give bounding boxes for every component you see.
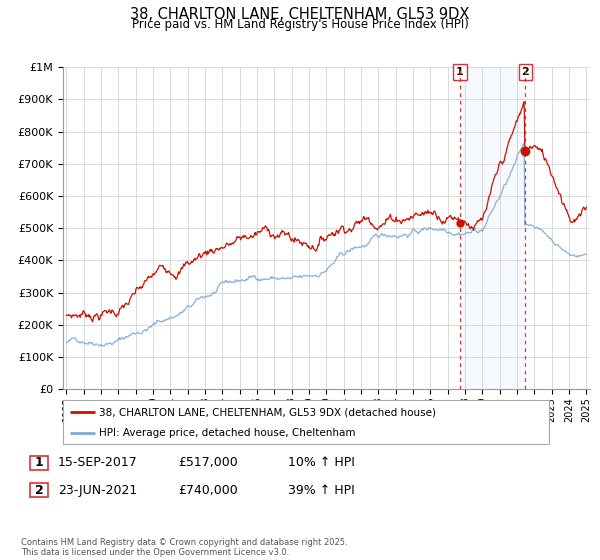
Text: 38, CHARLTON LANE, CHELTENHAM, GL53 9DX: 38, CHARLTON LANE, CHELTENHAM, GL53 9DX (130, 7, 470, 22)
Text: 2: 2 (521, 67, 529, 77)
Text: £517,000: £517,000 (178, 456, 238, 469)
Bar (460, 67, 525, 389)
Text: 1: 1 (35, 456, 43, 469)
Text: 10% ↑ HPI: 10% ↑ HPI (288, 456, 355, 469)
FancyBboxPatch shape (63, 400, 549, 444)
Text: Price paid vs. HM Land Registry's House Price Index (HPI): Price paid vs. HM Land Registry's House … (131, 18, 469, 31)
Text: 23-JUN-2021: 23-JUN-2021 (58, 484, 137, 497)
Text: Contains HM Land Registry data © Crown copyright and database right 2025.
This d: Contains HM Land Registry data © Crown c… (21, 538, 347, 557)
Text: HPI: Average price, detached house, Cheltenham: HPI: Average price, detached house, Chel… (100, 428, 356, 437)
Text: 15-SEP-2017: 15-SEP-2017 (58, 456, 138, 469)
FancyBboxPatch shape (30, 483, 48, 497)
Text: 39% ↑ HPI: 39% ↑ HPI (288, 484, 355, 497)
Text: 38, CHARLTON LANE, CHELTENHAM, GL53 9DX (detached house): 38, CHARLTON LANE, CHELTENHAM, GL53 9DX … (100, 407, 436, 417)
Text: £740,000: £740,000 (178, 484, 238, 497)
Text: 1: 1 (456, 67, 464, 77)
FancyBboxPatch shape (30, 456, 48, 470)
Text: 2: 2 (35, 484, 43, 497)
